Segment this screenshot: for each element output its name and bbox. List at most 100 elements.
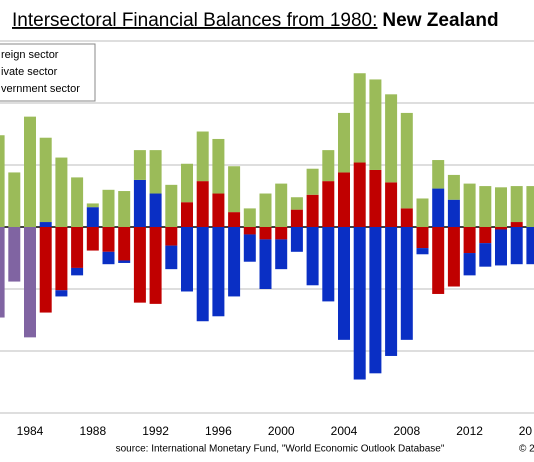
bar [338,227,350,340]
bar [306,168,319,195]
legend-label: ivate sector [1,66,58,78]
bar [290,197,303,210]
bar [39,222,52,227]
bar [432,227,445,294]
bar [432,160,445,189]
bar [495,227,507,230]
x-tick-label: 2012 [456,424,483,438]
bars [0,73,534,380]
bar [39,137,52,223]
bar [353,162,366,227]
bar [212,193,225,227]
bar [385,94,398,183]
x-tick-label: 1984 [17,424,44,438]
x-axis: 1984 1988 1992 1996 2000 2004 2008 2012 20 [17,424,533,438]
bar [228,227,241,297]
bar [133,150,146,180]
bar [353,227,366,380]
bar [322,181,335,227]
bar [243,227,256,235]
bar [118,191,131,227]
bar [400,227,413,340]
bar [306,227,319,286]
bar [181,202,193,227]
bar [165,227,178,246]
bar [432,188,445,227]
bar [526,186,534,227]
bar [165,245,178,270]
legend: reign sector ivate sector vernment sector [1,49,80,95]
bar [447,174,460,200]
source: source: International Monetary Fund, "Wo… [116,444,445,455]
legend-box [0,43,96,102]
bar [353,73,366,163]
bar [510,227,523,265]
bar [275,239,288,270]
bar [479,186,492,227]
bar [133,179,146,227]
bar [71,267,84,276]
bar [416,248,429,255]
bar [495,187,507,227]
copyright: © 2 [519,444,534,455]
bar [243,234,256,262]
bar [369,79,382,170]
chart-title: Intersectoral Financial Balances from 19… [12,10,499,31]
bar [463,227,476,254]
bar [322,150,335,182]
bar [447,199,460,227]
bar [369,227,382,374]
bar [526,227,534,265]
bar [165,184,178,227]
bar [102,189,115,227]
bar [39,227,52,313]
title-country: New Zealand [382,10,498,31]
bar [290,209,303,227]
bar [102,227,115,252]
x-tick-label: 2000 [268,424,295,438]
bar [86,207,99,227]
x-tick-label: 1988 [79,424,106,438]
bar [118,260,131,263]
bar [212,138,225,194]
bar [0,135,5,227]
bar [479,227,492,244]
bar [71,227,84,268]
title-main: Intersectoral Financial Balances from 19… [12,10,377,31]
bar [385,182,398,227]
bar [0,227,5,318]
bar [510,186,523,223]
bar [259,239,272,289]
bar [181,163,193,203]
bar [479,243,492,267]
x-tick-label: 2008 [393,424,420,438]
bar [275,183,288,227]
bar [55,157,68,227]
bar [463,253,476,276]
bar [196,227,209,322]
bar [338,112,350,173]
bar [86,203,99,208]
bar [71,177,84,227]
x-tick-label: 1992 [142,424,169,438]
bar [8,227,21,282]
bar [400,208,413,227]
bar [181,227,193,292]
bar [306,194,319,227]
bar [369,169,382,227]
x-tick-label: 20 [519,424,533,438]
bar [338,172,350,227]
bar [149,150,162,194]
bar [228,166,241,213]
x-tick-label: 2004 [331,424,358,438]
bar [149,193,162,227]
bar [259,193,272,227]
bar [243,208,256,227]
bar [290,227,303,252]
bar [275,227,288,240]
bar [55,227,68,291]
bar [196,131,209,182]
bar [385,227,398,356]
bar [102,251,115,265]
